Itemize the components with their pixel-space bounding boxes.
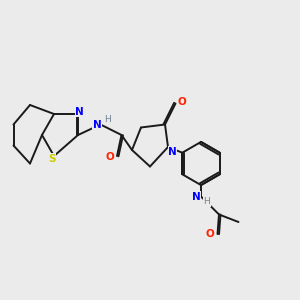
Text: O: O [177, 97, 186, 107]
Text: H: H [104, 116, 110, 124]
Text: O: O [105, 152, 114, 163]
Text: H: H [204, 197, 210, 206]
Text: N: N [168, 146, 177, 157]
Text: O: O [206, 229, 214, 239]
Text: N: N [75, 106, 84, 117]
Text: N: N [92, 119, 101, 130]
Text: S: S [48, 154, 56, 164]
Text: N: N [192, 191, 201, 202]
